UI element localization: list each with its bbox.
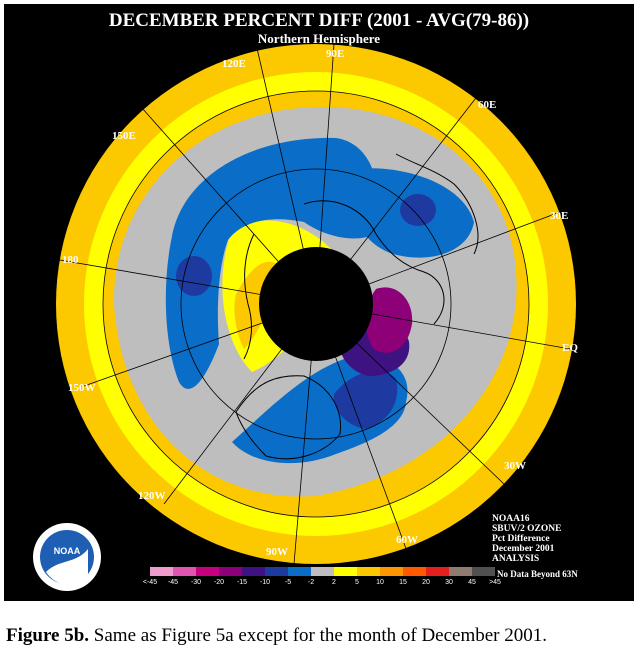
caption-figure-label: Figure 5b. [6,625,90,646]
lon-label-60w: 60W [396,534,418,546]
region-magenta [365,287,413,353]
legend-swatch [150,567,173,576]
info-satellite: NOAA16 [492,514,530,524]
map-subtitle: Northern Hemisphere [257,31,381,46]
legend-swatch [219,567,242,576]
ozone-map-panel: NOAA DECEMBER PERCENT DIFF (2001 - AVG(7… [4,4,634,601]
legend-tick-label: -15 [236,579,248,586]
legend-swatch [242,567,265,576]
legend-swatch [380,567,403,576]
lon-label-eq: EQ [562,342,578,354]
legend-swatch [196,567,219,576]
legend-tick-label: >45 [489,579,501,586]
lon-label-150e: 150E [112,130,136,142]
info-quantity: Pct Difference [492,534,550,544]
legend-swatch [288,567,311,576]
legend-swatch [357,567,380,576]
legend-swatch [472,567,495,576]
lon-label-180: 180 [62,254,79,266]
legend-swatch [265,567,288,576]
legend-swatch [449,567,472,576]
legend-tick-label: 20 [422,579,430,586]
lon-label-90w: 90W [266,546,288,558]
legend-tick-label: 10 [376,579,384,586]
legend-tick-label: -5 [284,579,292,586]
lon-label-60e: 60E [478,99,497,111]
legend-tick-label: -10 [259,579,271,586]
legend-colorbar [150,567,495,576]
region-blue-dark [333,370,398,429]
region-blue-center-east [400,194,436,226]
polar-no-data-hole [259,247,373,361]
legend-tick-label: -20 [213,579,225,586]
legend-tick-label: 2 [332,579,336,586]
legend-swatch [311,567,334,576]
caption-text: Same as Figure 5a except for the month o… [89,625,548,646]
legend-tick-label: <-45 [142,579,158,586]
legend-tick-label: -45 [167,579,179,586]
lon-label-150w: 150W [68,382,96,394]
lon-label-90e: 90E [326,48,345,60]
legend-tick-label: -30 [190,579,202,586]
map-title: DECEMBER PERCENT DIFF (2001 - AVG(79-86)… [108,10,530,31]
polar-ozone-map: NOAA [33,43,577,591]
info-analysis: ANALYSIS [492,554,540,564]
region-blue-center [176,256,212,296]
lon-label-120w: 120W [138,490,166,502]
legend-nodata-label: No Data Beyond 63N [497,569,578,579]
legend-tick-label: 30 [445,579,453,586]
noaa-logo: NOAA [33,523,101,591]
legend-tick-label: 45 [468,579,476,586]
lon-label-30w: 30W [504,460,526,472]
legend-swatch [403,567,426,576]
legend-swatch [173,567,196,576]
legend-tick-label: 5 [355,579,359,586]
legend-swatch [426,567,449,576]
info-date: December 2001 [492,544,555,554]
coastlines [235,153,479,460]
legend-swatch [334,567,357,576]
lon-label-120e: 120E [222,58,246,70]
legend-tick-label: -2 [307,579,315,586]
lon-label-30e: 30E [550,210,569,222]
figure-caption: Figure 5b. Same as Figure 5a except for … [6,625,547,647]
legend-tick-labels: <-45 -45 -30 -20 -15 -10 -5 -2 2 5 10 15 20 30 45 >45 [142,579,504,589]
svg-text:NOAA: NOAA [54,546,81,556]
info-instrument: SBUV/2 OZONE [492,524,562,534]
legend-tick-label: 15 [399,579,407,586]
